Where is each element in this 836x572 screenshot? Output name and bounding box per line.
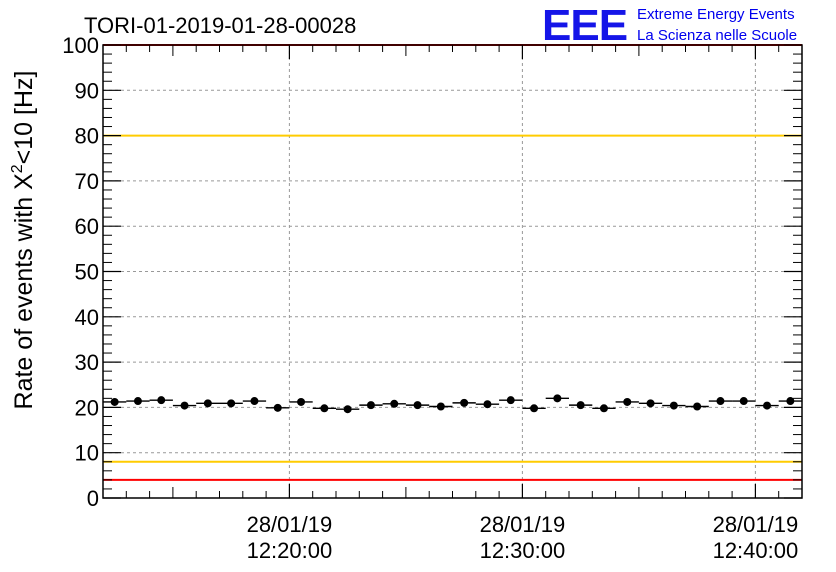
y-tick-label: 70	[75, 169, 99, 194]
x-tick-labels: 28/01/1912:20:0028/01/1912:30:0028/01/19…	[247, 512, 799, 563]
data-point	[320, 404, 329, 413]
data-point	[250, 397, 259, 406]
data-series	[103, 394, 802, 414]
data-point	[366, 401, 375, 410]
data-point	[413, 401, 422, 410]
data-point	[599, 404, 608, 413]
data-point	[157, 396, 166, 405]
data-point	[110, 397, 119, 406]
data-point	[669, 401, 678, 410]
axis-ticks	[102, 44, 803, 499]
data-point	[297, 397, 306, 406]
data-point	[133, 397, 142, 406]
data-point	[436, 402, 445, 411]
reference-lines	[103, 44, 802, 481]
data-point	[739, 397, 748, 406]
data-point	[530, 404, 539, 413]
y-tick-label: 40	[75, 305, 99, 330]
y-tick-label: 20	[75, 395, 99, 420]
data-point	[716, 397, 725, 406]
data-point	[273, 403, 282, 412]
y-tick-label: 90	[75, 78, 99, 103]
data-point	[390, 399, 399, 408]
x-tick-label-time: 12:40:00	[713, 538, 799, 563]
data-point	[483, 400, 492, 409]
data-point	[576, 401, 585, 410]
logo-line-2: La Scienza nelle Scuole	[637, 27, 797, 44]
y-axis-label: Rate of events with X2<10 [Hz]	[9, 71, 38, 410]
data-point	[227, 399, 236, 408]
y-tick-label: 60	[75, 214, 99, 239]
y-tick-label: 30	[75, 350, 99, 375]
y-tick-label: 50	[75, 260, 99, 285]
data-point	[786, 397, 795, 406]
chart-title: TORI-01-2019-01-28-00028	[84, 13, 356, 38]
data-point	[460, 398, 469, 407]
y-tick-label: 80	[75, 124, 99, 149]
data-point	[553, 394, 562, 403]
eee-logo: EEE Extreme Energy Events La Scienza nel…	[542, 1, 797, 50]
data-point	[203, 399, 212, 408]
grid	[103, 45, 802, 498]
x-tick-label-date: 28/01/19	[480, 512, 566, 537]
x-tick-label-date: 28/01/19	[247, 512, 333, 537]
logo-line-1: Extreme Energy Events	[637, 6, 795, 23]
data-point	[646, 399, 655, 408]
logo-mark: EEE	[542, 1, 627, 50]
data-point	[343, 405, 352, 414]
y-tick-label: 0	[87, 486, 99, 511]
data-point	[623, 397, 632, 406]
y-tick-label: 10	[75, 441, 99, 466]
x-tick-label-date: 28/01/19	[713, 512, 799, 537]
y-tick-labels: 0 10 20 30 40 50 60 70 80 90 100	[62, 33, 99, 511]
data-point	[180, 401, 189, 410]
data-point	[506, 396, 515, 405]
x-tick-label-time: 12:30:00	[480, 538, 566, 563]
data-point	[763, 401, 772, 410]
x-tick-label-time: 12:20:00	[247, 538, 333, 563]
data-point	[693, 402, 702, 411]
y-tick-label: 100	[62, 33, 99, 58]
